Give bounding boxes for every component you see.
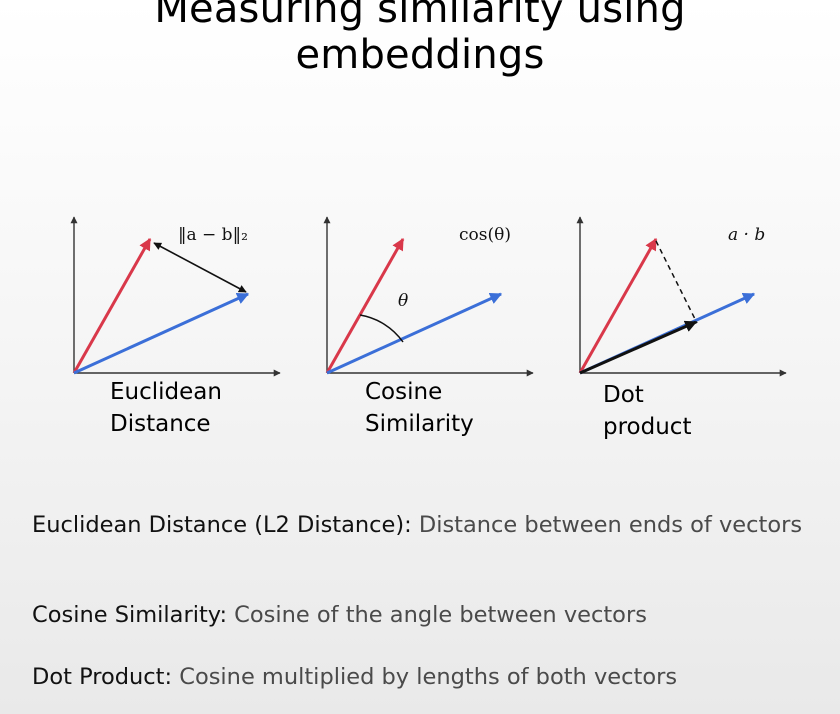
dot-product-term: Dot Product: [32, 664, 173, 690]
dot-product-formula: a · b [728, 225, 766, 245]
dot-product-figure [576, 216, 787, 377]
cosine-text: Cosine of the angle between vectors [227, 602, 647, 628]
vector-a [578, 237, 658, 374]
cosine-similarity-diagram: cos(θ) θ Cosine Similarity [303, 205, 563, 455]
euclidean-caption: Euclidean Distance [110, 376, 222, 440]
dot-product-diagram: a · b Dot product [556, 205, 816, 455]
vector-a [72, 237, 152, 374]
page-title: Measuring similarity using embeddings [0, 0, 840, 78]
cosine-caption: Cosine Similarity [365, 376, 474, 440]
euclidean-distance-diagram: ‖a − b‖₂ Euclidean Distance [50, 205, 310, 455]
vector-b [73, 292, 250, 375]
title-line-1: Measuring similarity using [154, 0, 686, 32]
euclidean-formula: ‖a − b‖₂ [178, 225, 248, 245]
cosine-caption-line-1: Cosine [365, 379, 443, 405]
vector-b [326, 292, 503, 375]
angle-label: θ [398, 291, 409, 311]
cosine-description: Cosine Similarity: Cosine of the angle b… [32, 598, 832, 632]
dot-product-caption: Dot product [603, 379, 691, 443]
euclidean-caption-line-2: Distance [110, 411, 211, 437]
cosine-similarity-figure [323, 216, 534, 377]
distance-arrow [153, 242, 247, 293]
dot-product-caption-line-2: product [603, 414, 692, 440]
dot-product-description: Dot Product: Cosine multiplied by length… [32, 660, 832, 694]
euclidean-term: Euclidean Distance (L2 Distance): [32, 512, 412, 538]
cosine-caption-line-2: Similarity [365, 411, 474, 437]
cosine-term: Cosine Similarity: [32, 602, 228, 628]
euclidean-description: Euclidean Distance (L2 Distance): Distan… [32, 508, 832, 542]
projection-vector [579, 320, 698, 375]
euclidean-distance-figure [70, 216, 281, 377]
euclidean-text: Distance between ends of vectors [411, 512, 803, 538]
title-line-2: embeddings [295, 32, 545, 78]
euclidean-caption-line-1: Euclidean [110, 379, 222, 405]
dot-product-text: Cosine multiplied by lengths of both vec… [172, 664, 678, 690]
dot-product-caption-line-1: Dot [603, 382, 644, 408]
projection-line [655, 240, 698, 324]
cosine-formula: cos(θ) [459, 225, 511, 245]
angle-arc [359, 314, 404, 343]
vector-a [325, 237, 405, 374]
